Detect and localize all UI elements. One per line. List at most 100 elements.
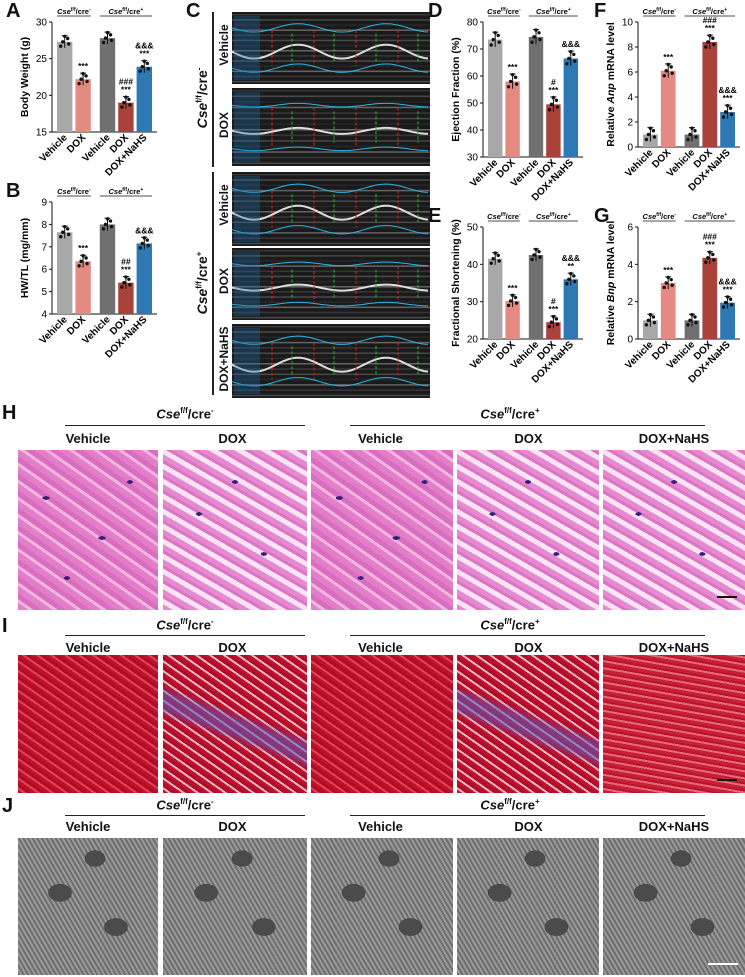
tem-image-2 xyxy=(163,838,307,975)
echo-texture xyxy=(232,162,430,164)
data-point-A xyxy=(59,44,63,48)
sig-label-F-1: *** xyxy=(663,52,674,62)
j-col-dox-nahs: DOX+NaHS xyxy=(638,819,710,834)
y-tick-label-G: 4 xyxy=(627,260,633,271)
echo-texture xyxy=(232,179,430,181)
echo-trace xyxy=(232,63,429,73)
h-col-vehicle-2: Vehicle xyxy=(358,431,403,446)
data-point-B xyxy=(127,277,131,281)
y-tick-label-B: 7 xyxy=(41,242,47,253)
data-point-A xyxy=(127,97,131,102)
data-point-D xyxy=(547,108,552,112)
echo-row-label-2: DOX xyxy=(217,112,231,139)
echo-trace xyxy=(232,183,429,193)
data-point-B xyxy=(62,224,67,229)
data-point-B xyxy=(138,246,142,250)
he-image-2 xyxy=(163,450,307,610)
panel-label-i: I xyxy=(2,615,8,637)
y-tick-label-G: 6 xyxy=(627,223,633,234)
bar-A-3 xyxy=(118,102,134,132)
sig-label-D-4: &&& xyxy=(562,39,580,49)
data-point-A xyxy=(81,72,85,76)
group-header-minus: Csef/f/cre- xyxy=(487,7,521,16)
echo-trace xyxy=(232,283,429,292)
data-point-D xyxy=(497,40,501,44)
data-point-F xyxy=(644,137,649,142)
echo-texture xyxy=(232,39,430,42)
data-point-G xyxy=(693,315,697,319)
data-point-E xyxy=(551,314,556,319)
data-point-G xyxy=(686,323,690,327)
data-point-A xyxy=(138,69,142,73)
data-point-G xyxy=(725,295,730,299)
i-col-dox-2: DOX xyxy=(514,640,543,655)
j-col-dox-1: DOX xyxy=(218,819,247,834)
data-point-F xyxy=(651,129,656,133)
data-point-F xyxy=(721,115,726,119)
echo-texture xyxy=(232,60,430,62)
data-point-E xyxy=(547,324,552,329)
bar-A-4 xyxy=(136,66,152,132)
j-col-dox-2: DOX xyxy=(514,819,543,834)
panel-label-f: F xyxy=(594,0,607,22)
data-point-F xyxy=(708,34,712,38)
data-point-E xyxy=(532,253,536,257)
data-point-F xyxy=(664,69,668,73)
data-point-D xyxy=(514,82,519,86)
sig-label-F-4: *** xyxy=(723,93,734,103)
echo-trace xyxy=(232,146,429,152)
sig-label-E-4: &&& xyxy=(562,253,580,263)
he-image-5 xyxy=(603,450,745,610)
bar-G-1 xyxy=(660,283,676,339)
data-point-A xyxy=(124,95,128,99)
y-tick-label-E: 40 xyxy=(467,260,479,271)
echo-measure-box xyxy=(234,252,260,316)
echo-texture xyxy=(232,24,430,26)
i-group-cre-plus: Csef/f/cre+ xyxy=(480,617,540,633)
y-axis-label-E: Fractional Shortening (%) xyxy=(450,219,462,347)
echo-texture xyxy=(232,260,430,262)
data-point-F xyxy=(711,36,715,40)
data-point-G xyxy=(704,260,708,264)
echo-texture xyxy=(232,189,430,192)
echo-trace xyxy=(232,335,429,345)
data-point-B xyxy=(66,227,70,231)
data-point-D xyxy=(549,102,554,107)
sig-label-E-4: ** xyxy=(567,261,574,271)
data-point-F xyxy=(666,62,670,67)
y-tick-label-D: 40 xyxy=(467,126,479,137)
echo-measure-box xyxy=(234,176,260,242)
data-point-G xyxy=(729,303,734,307)
data-point-E xyxy=(510,293,515,298)
h-col-vehicle-1: Vehicle xyxy=(65,431,111,446)
data-point-D xyxy=(565,62,569,66)
data-point-D xyxy=(572,52,576,57)
data-point-A xyxy=(84,74,88,78)
data-point-F xyxy=(662,74,666,78)
h-group-cre-plus: Csef/f/cre+ xyxy=(480,406,540,422)
bar-A-0 xyxy=(57,41,73,132)
echo-image-4 xyxy=(232,248,430,320)
data-point-B xyxy=(108,219,113,223)
sig-label-B-1: *** xyxy=(78,243,89,253)
data-point-E xyxy=(567,277,571,281)
bar-E-2 xyxy=(528,255,544,339)
data-point-F xyxy=(690,126,694,130)
y-tick-label-A: 20 xyxy=(36,91,48,102)
h-col-dox-2: DOX xyxy=(514,431,543,446)
group-header-minus: Csef/f/cre- xyxy=(487,212,521,221)
data-point-E xyxy=(569,271,573,276)
data-point-D xyxy=(496,33,500,38)
masson-image-1 xyxy=(18,655,158,793)
data-point-G xyxy=(694,320,698,325)
data-point-A xyxy=(66,36,70,41)
data-point-B xyxy=(61,230,65,234)
echo-trace xyxy=(232,377,429,387)
echo-texture xyxy=(232,242,430,245)
data-point-E xyxy=(493,251,497,255)
data-point-D xyxy=(554,98,559,103)
data-point-D xyxy=(573,59,577,63)
y-axis-label-A: Body Weight (g) xyxy=(19,37,31,117)
sig-label-D-3: # xyxy=(551,77,556,87)
bar-G-3 xyxy=(702,257,718,339)
